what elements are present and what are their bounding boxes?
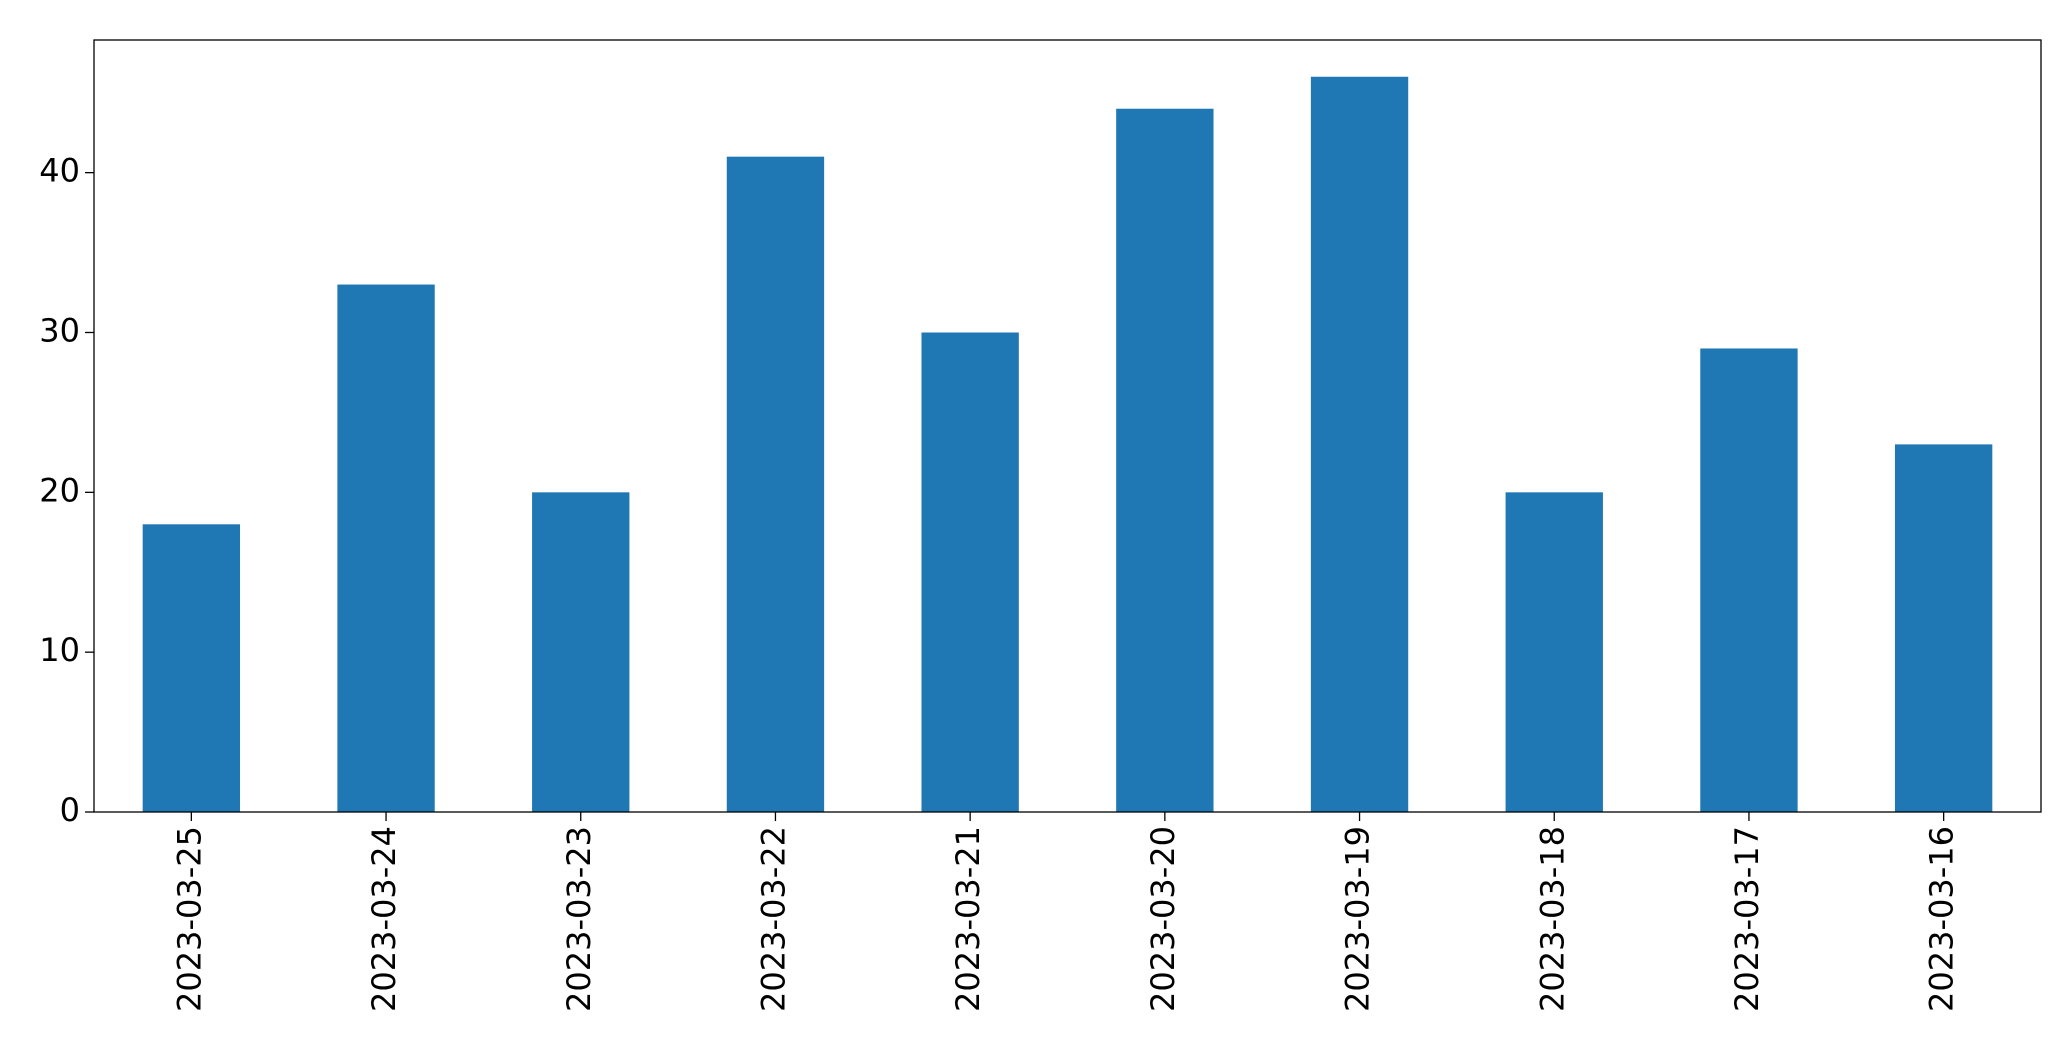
plot-frame [93, 39, 2042, 813]
y-tick-label: 30 [39, 311, 80, 349]
bar [1116, 108, 1214, 813]
bar [1310, 76, 1409, 812]
x-tick-label: 2023-03-23 [560, 826, 598, 1012]
y-tick-label: 40 [39, 152, 80, 190]
x-tick-label: 2023-03-21 [949, 826, 987, 1012]
x-tick-label: 2023-03-16 [1923, 826, 1961, 1012]
x-tick-label: 2023-03-24 [365, 826, 403, 1012]
bar [1505, 492, 1603, 812]
y-tick-label: 10 [39, 631, 80, 669]
x-tick-label: 2023-03-20 [1144, 826, 1182, 1012]
y-tick-label: 20 [39, 471, 80, 509]
x-tick-label: 2023-03-17 [1728, 826, 1766, 1012]
x-tick-label: 2023-03-22 [754, 826, 792, 1012]
x-tick-label: 2023-03-18 [1533, 826, 1571, 1012]
bar [921, 332, 1019, 812]
bar [337, 284, 435, 812]
x-tick-label: 2023-03-25 [170, 826, 208, 1012]
bar [532, 492, 630, 812]
x-tick-label: 2023-03-19 [1339, 826, 1377, 1012]
bar [142, 524, 241, 812]
bar [1894, 444, 1993, 812]
bar [1700, 348, 1798, 812]
y-tick-label: 0 [60, 791, 80, 829]
bar [726, 156, 825, 813]
